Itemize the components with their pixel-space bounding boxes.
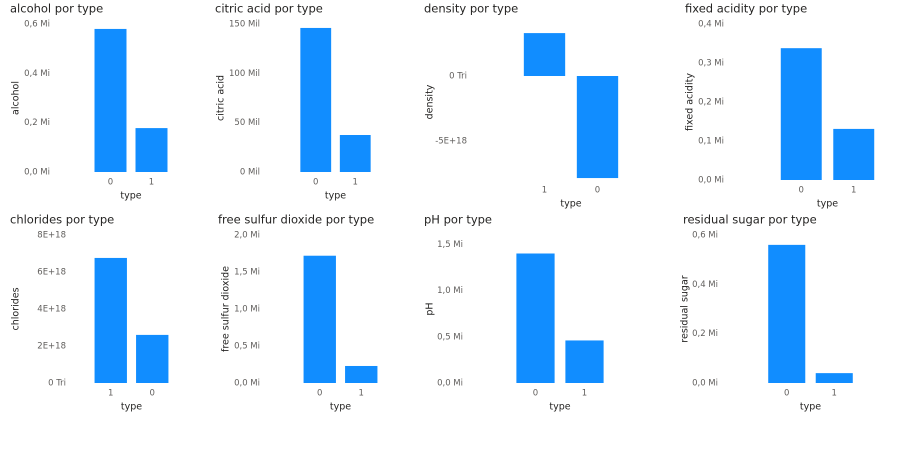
- y-tick-label: 8E+18: [37, 231, 66, 241]
- y-tick-label: 0 Tri: [449, 72, 467, 82]
- bar: [300, 27, 332, 172]
- y-tick-label: 1,5 Mi: [234, 268, 260, 278]
- bar: [516, 253, 555, 383]
- y-tick-label: 50 Mil: [234, 118, 260, 128]
- bar: [523, 33, 566, 76]
- y-tick-label: 0 Tri: [48, 379, 66, 389]
- y-tick-label: 100 Mil: [229, 69, 260, 79]
- chart-title: density por type: [424, 2, 518, 16]
- x-tick-label: 0: [108, 178, 113, 188]
- bar: [780, 48, 822, 181]
- y-tick-label: 1,0 Mi: [234, 305, 260, 315]
- y-axis-title: residual sugar: [680, 275, 691, 342]
- y-tick-label: 0,3 Mi: [698, 59, 724, 69]
- y-tick-label: 0,6 Mi: [24, 20, 50, 30]
- x-tick-label: 1: [851, 186, 856, 196]
- y-tick-label: 0,0 Mi: [692, 379, 718, 389]
- y-tick-label: 0,4 Mi: [24, 69, 50, 79]
- x-tick-label: 1: [582, 389, 587, 399]
- bar: [833, 128, 875, 180]
- x-axis-title: type: [549, 402, 570, 413]
- x-tick-label: 0: [799, 186, 804, 196]
- y-tick-label: 0,5 Mi: [437, 332, 463, 342]
- y-tick-label: 150 Mil: [229, 20, 260, 30]
- bar: [339, 135, 371, 172]
- chart-title: fixed acidity por type: [685, 2, 807, 16]
- x-tick-label: 1: [359, 389, 364, 399]
- y-tick-label: 0,6 Mi: [692, 231, 718, 241]
- x-tick-label: 0: [317, 389, 322, 399]
- y-tick-label: 2,0 Mi: [234, 231, 260, 241]
- bar: [136, 334, 169, 383]
- y-axis-title: alcohol: [11, 81, 22, 115]
- chart-title: chlorides por type: [10, 213, 114, 227]
- y-tick-label: 0 Mil: [240, 168, 260, 178]
- y-tick-label: 2E+18: [37, 342, 66, 352]
- bar: [303, 255, 336, 383]
- y-tick-label: 1,0 Mi: [437, 286, 463, 296]
- bar: [565, 340, 604, 383]
- y-axis-title: chlorides: [11, 287, 22, 330]
- x-axis-title: type: [817, 199, 838, 210]
- x-axis-title: type: [330, 402, 351, 413]
- y-axis-title: free sulfur dioxide: [221, 266, 232, 352]
- y-axis-title: fixed acidity: [685, 73, 696, 131]
- bar: [94, 257, 127, 383]
- x-tick-label: 1: [149, 178, 154, 188]
- x-tick-label: 1: [353, 178, 358, 188]
- chart-title: free sulfur dioxide por type: [218, 213, 374, 227]
- x-tick-label: 0: [595, 186, 600, 196]
- y-tick-label: 0,0 Mi: [437, 379, 463, 389]
- y-tick-label: 0,2 Mi: [692, 329, 718, 339]
- bar: [768, 244, 806, 383]
- x-axis-title: type: [325, 191, 346, 202]
- y-tick-label: 0,4 Mi: [692, 280, 718, 290]
- y-tick-label: 0,0 Mi: [698, 176, 724, 186]
- y-tick-label: -5E+18: [435, 137, 467, 147]
- y-tick-label: 4E+18: [37, 305, 66, 315]
- x-tick-label: 1: [832, 389, 837, 399]
- bar: [135, 128, 168, 172]
- bar: [94, 28, 127, 172]
- y-axis-title: pH: [425, 302, 436, 315]
- x-tick-label: 0: [784, 389, 789, 399]
- chart-title: citric acid por type: [215, 2, 323, 16]
- y-tick-label: 0,2 Mi: [698, 98, 724, 108]
- x-axis-title: type: [121, 402, 142, 413]
- bar: [345, 365, 378, 383]
- x-tick-label: 1: [542, 186, 547, 196]
- y-tick-label: 0,0 Mi: [234, 379, 260, 389]
- x-axis-title: type: [560, 199, 581, 210]
- y-axis-title: density: [425, 84, 436, 119]
- y-tick-label: 0,5 Mi: [234, 342, 260, 352]
- x-axis-title: type: [800, 402, 821, 413]
- y-tick-label: 1,5 Mi: [437, 240, 463, 250]
- bar: [576, 76, 619, 179]
- y-tick-label: 0,4 Mi: [698, 20, 724, 30]
- bar: [815, 373, 853, 383]
- x-axis-title: type: [120, 191, 141, 202]
- chart-title: pH por type: [424, 213, 492, 227]
- y-tick-label: 0,1 Mi: [698, 137, 724, 147]
- y-axis-title: citric acid: [216, 75, 227, 121]
- y-tick-label: 0,2 Mi: [24, 118, 50, 128]
- y-tick-label: 0,0 Mi: [24, 168, 50, 178]
- x-tick-label: 0: [533, 389, 538, 399]
- chart-title: alcohol por type: [10, 2, 103, 16]
- x-tick-label: 0: [313, 178, 318, 188]
- x-tick-label: 0: [150, 389, 155, 399]
- chart-title: residual sugar por type: [683, 213, 817, 227]
- y-tick-label: 6E+18: [37, 268, 66, 278]
- x-tick-label: 1: [108, 389, 113, 399]
